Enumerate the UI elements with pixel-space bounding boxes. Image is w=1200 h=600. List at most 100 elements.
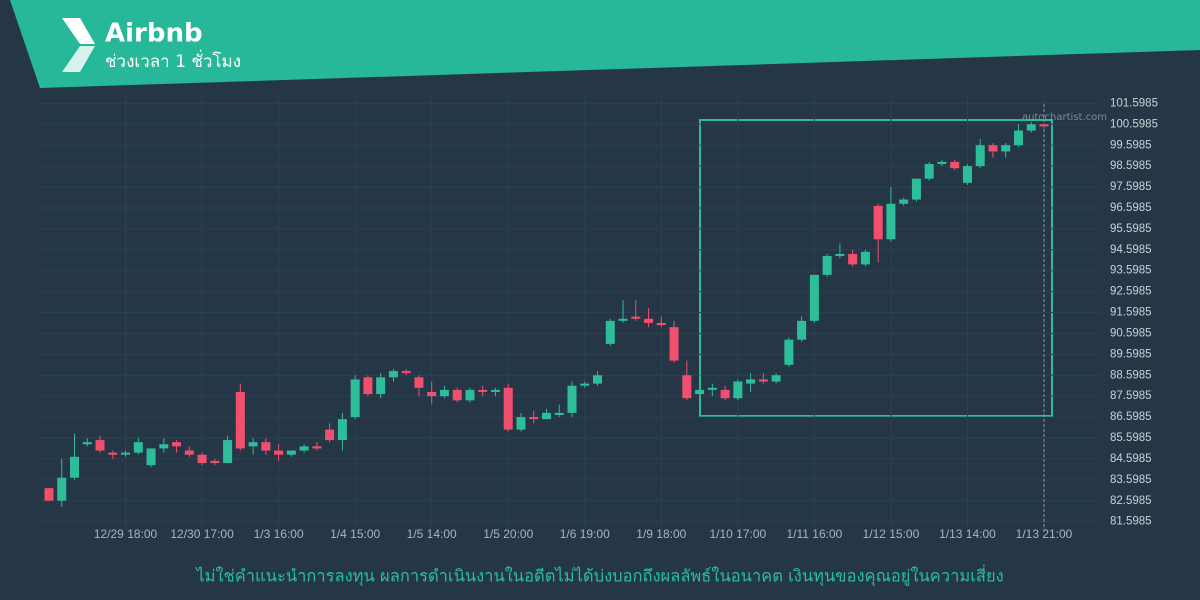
candle-body [797,320,807,340]
candle-body [57,477,67,501]
candle-body [886,203,896,240]
candle-body [593,375,603,384]
candle-body [223,440,233,464]
candle-body [567,385,577,413]
x-tick-label: 12/29 18:00 [94,527,158,541]
y-tick-label: 84.5985 [1110,453,1152,465]
y-tick-label: 90.5985 [1110,327,1152,339]
candle-body [605,320,615,344]
candle-body [70,456,80,478]
candle-body [695,389,705,395]
x-tick-label: 1/13 21:00 [1016,527,1073,541]
candle-body [108,452,118,455]
y-tick-label: 87.5985 [1110,390,1152,402]
candle-body [835,253,845,257]
candle-body [542,412,551,420]
footer: ไม่ใช่คำแนะนำการลงทุน ผลการดำเนินงานในอด… [194,565,1003,587]
candle-body [975,145,985,167]
x-tick-label: 1/11 16:00 [786,527,842,541]
candle-body [822,256,832,275]
y-tick-label: 94.5985 [1110,244,1152,256]
candle-body [771,375,781,382]
candle-body [363,377,373,395]
candle-body [286,450,296,455]
y-tick-label: 99.5985 [1110,139,1152,151]
y-tick-label: 82.5985 [1110,495,1152,507]
candle-body [274,450,284,455]
y-tick-label: 96.5985 [1110,202,1152,214]
x-tick-label: 1/12 15:00 [863,527,920,541]
candle-body [337,419,347,441]
candle-body [133,442,143,453]
candle-body [618,318,628,321]
logo-top [62,18,95,44]
candle-body [580,383,590,386]
candle-body [950,161,960,169]
candle-body [197,454,207,464]
candle-body [325,429,335,441]
y-tick-label: 97.5985 [1110,181,1152,193]
candle-body [1026,124,1036,131]
x-tick-label: 1/6 19:00 [560,527,610,541]
candle-body [312,446,322,449]
y-tick-label: 92.5985 [1110,286,1152,298]
x-tick-label: 1/13 14:00 [939,527,996,541]
y-tick-label: 88.5985 [1110,369,1152,381]
y-tick-label: 95.5985 [1110,223,1152,235]
candle-body [439,389,449,397]
x-tick-label: 1/5 20:00 [483,527,533,541]
header-band [10,0,1200,88]
x-tick-label: 1/5 14:00 [407,527,457,541]
candle-body [146,448,156,466]
candle-body [962,166,972,183]
candle-body [159,444,169,449]
y-tick-label: 93.5985 [1110,265,1152,277]
candle-body [490,389,500,392]
candle-body [299,446,309,451]
candle-body [248,442,258,447]
candle-body [503,387,513,430]
x-tick-label: 12/30 17:00 [170,527,234,541]
candle-body [1001,145,1011,152]
candle-body [924,164,934,179]
candle-body [401,371,411,374]
candle-body [452,389,462,401]
y-tick-label: 83.5985 [1110,474,1152,486]
candle-body [656,322,666,326]
watermark: autochartist.com [1022,112,1107,123]
x-tick-label: 1/4 15:00 [330,527,380,541]
candle-body [784,339,794,365]
y-tick-label: 86.5985 [1110,411,1152,423]
candle-body [350,379,360,418]
x-tick-label: 1/10 17:00 [709,527,766,541]
y-tick-label: 89.5985 [1110,348,1152,360]
candle-body [95,440,105,451]
candle-body [988,145,998,152]
candle-body [937,161,947,165]
candle-body [44,488,54,501]
candle-body [184,450,194,455]
candle-body [911,178,921,200]
candle-body [720,389,730,399]
candle-body [465,389,475,401]
candle-body [669,327,679,361]
candle-body [860,251,870,265]
y-tick-label: 81.5985 [1110,516,1152,528]
y-tick-label: 100.5985 [1110,118,1158,130]
candle-body [809,274,819,321]
candle-body [414,377,424,388]
candle-body [554,412,564,415]
candle-body [376,377,386,395]
x-tick-label: 1/3 16:00 [254,527,304,541]
candle-body [707,387,717,390]
candle-body [172,442,182,447]
y-tick-label: 98.5985 [1110,160,1152,172]
candle-body [388,371,398,378]
candle-body [1039,124,1049,127]
candle-body [235,391,245,449]
candle-body [631,316,641,319]
x-tick-label: 1/9 18:00 [636,527,686,541]
candle-body [516,417,526,430]
